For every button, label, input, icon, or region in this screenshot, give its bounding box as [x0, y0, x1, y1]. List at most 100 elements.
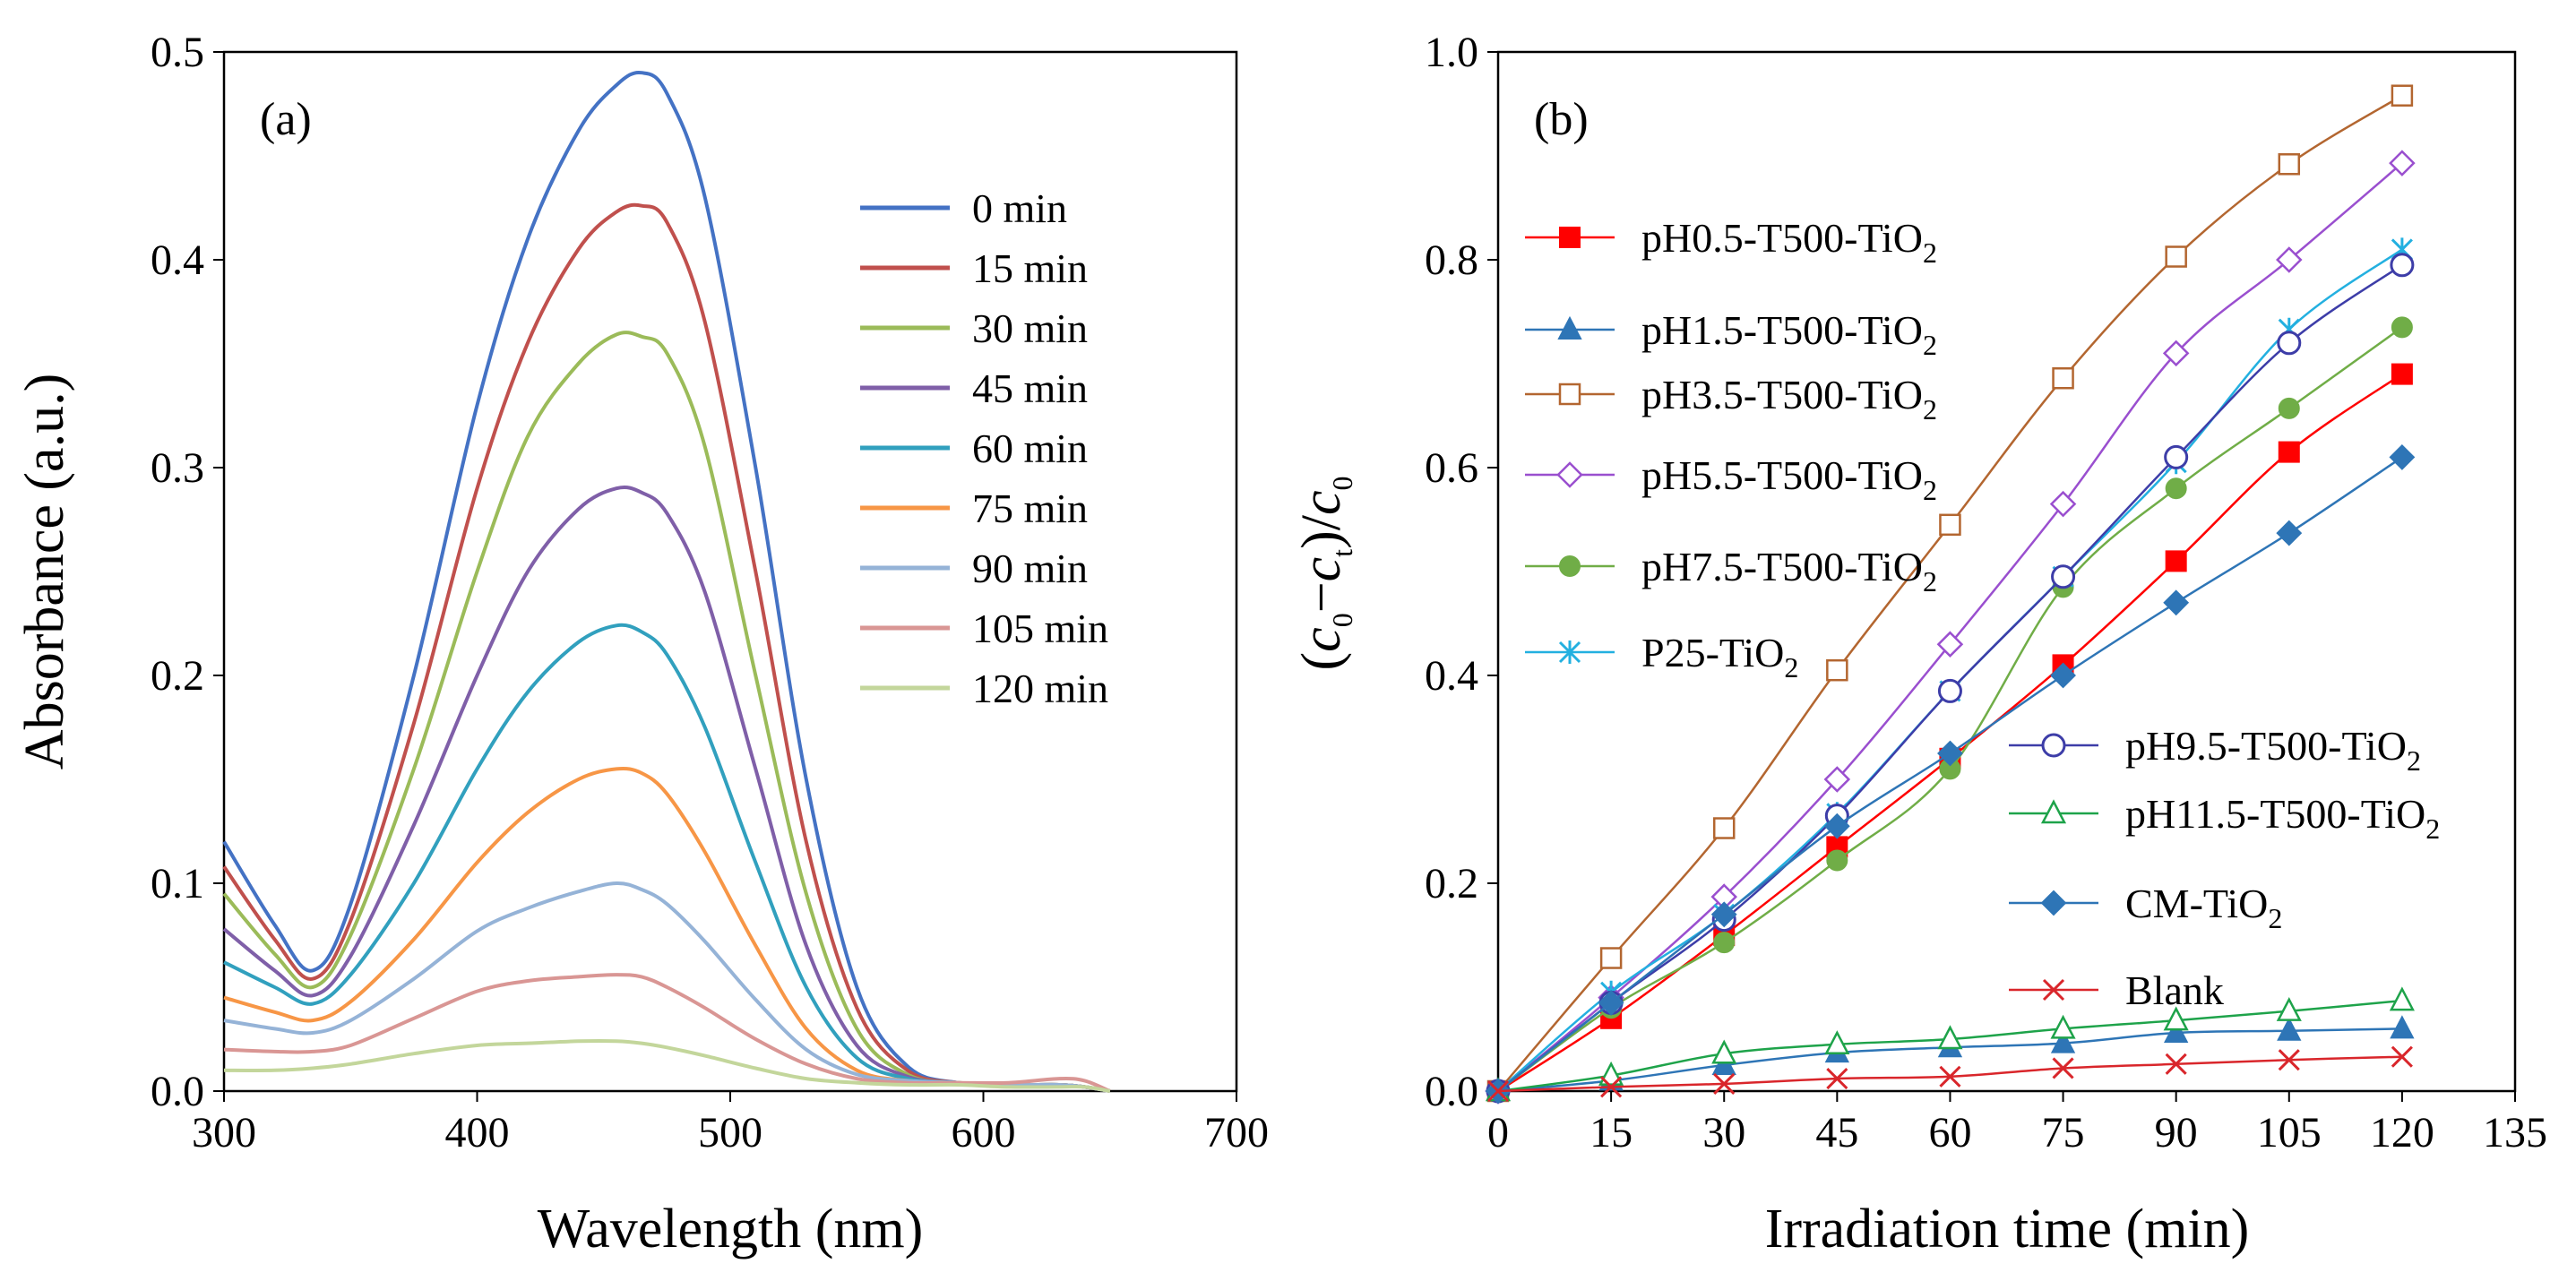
b-x-tick-label: 0 [1487, 1109, 1509, 1156]
series-pH9-5-T500-TiO2-point [2390, 253, 2415, 278]
legend-label: 0 min [972, 185, 1067, 231]
series-pH9-5-T500-TiO2-point [1937, 678, 1962, 703]
series-pH9-5-T500-TiO2-point [2051, 564, 2076, 589]
series-pH11-5-T500-TiO2-point [1711, 1039, 1737, 1064]
legend-label-subscript: 2 [1923, 474, 1937, 506]
panel-b-legend: pH0.5-T500-TiO2pH1.5-T500-TiO2pH3.5-T500… [1525, 215, 2440, 1013]
series-pH0-5-T500-TiO2-point [2391, 363, 2413, 385]
series-pH9-5-T500-TiO2-point [2277, 331, 2302, 356]
series-pH3-5-T500-TiO2-line [1497, 94, 2403, 1092]
series-pH3-5-T500-TiO2-point [2278, 153, 2301, 176]
series-Blank-point [2278, 1049, 2300, 1071]
series-CM-TiO2-point [1710, 901, 1737, 928]
series-pH5-5-T500-TiO2-point [2162, 340, 2190, 367]
panel-b-x-axis-title: Irradiation time (min) [1765, 1199, 2250, 1260]
ylabel-subt: t [1326, 549, 1358, 557]
series-Blank-point [2052, 1057, 2074, 1079]
series-Blank-point [1939, 1065, 1961, 1088]
series-pH5-5-T500-TiO2-point [1823, 766, 1851, 793]
legend-swatch-marker [2040, 890, 2067, 916]
panel-b-y-axis-title: (c0−ct)/c0 [1291, 477, 1358, 671]
legend-label-subscript: 2 [1923, 329, 1937, 361]
legend-label: 105 min [972, 606, 1108, 651]
series-pH11-5-T500-TiO2-point [2389, 986, 2415, 1011]
panel-b-series [1485, 84, 2416, 1105]
series-CM-TiO2-point [2163, 589, 2190, 616]
series-pH7-5-T500-TiO2-line [1497, 326, 2403, 1093]
legend-label-main: pH1.5-T500-TiO [1641, 307, 1923, 353]
legend-label: 90 min [972, 546, 1088, 591]
series-pH3-5-T500-TiO2-point [1599, 947, 1623, 969]
series-pH3-5-T500-TiO2-point [2165, 245, 2187, 268]
panel-a-label: (a) [260, 94, 312, 145]
series-pH5-5-T500-TiO2-line [1497, 162, 2403, 1092]
series-pH5-5-T500-TiO2-point [2276, 246, 2303, 273]
series-Blank-line [1497, 1055, 2402, 1093]
legend-label-subscript: 2 [2268, 902, 2282, 934]
legend-label: 30 min [972, 305, 1088, 351]
legend-label-subscript: 2 [1923, 236, 1937, 269]
a-x-tick-label: 600 [952, 1109, 1016, 1156]
series-pH1-5-T500-TiO2-point [2164, 1019, 2189, 1044]
series-CM-TiO2-point [1937, 740, 1963, 767]
panel-b-ticks: 0 15 30 45 60 75 90 105 120 135 0.0 0.2 0.4 0.6 0.8 1.0 [1425, 29, 2547, 1156]
a-y-tick-label: 0.3 [151, 444, 204, 492]
a-y-tick-label: 0.4 [151, 236, 204, 284]
b-y-tick-label: 0.4 [1425, 652, 1478, 700]
series-P25-TiO2-line [1497, 248, 2403, 1092]
b-x-tick-label: 90 [2155, 1109, 2198, 1156]
panel-a-legend: 0 min 15 min 30 min 45 min 60 min 75 min 90 mi… [860, 185, 1108, 711]
series-120-min-line [223, 1039, 1111, 1093]
series-Blank-point [2391, 1045, 2413, 1068]
legend-swatch-marker [1557, 315, 1582, 340]
b-x-tick-label: 45 [1815, 1109, 1858, 1156]
series-CM-TiO2-point [2050, 662, 2076, 689]
b-x-tick-label: 135 [2483, 1109, 2547, 1156]
ylabel-minus: − [1291, 581, 1352, 613]
legend-label: Blank [2125, 967, 2224, 1013]
legend-label: CM-TiO2 [2125, 881, 2282, 934]
legend-label: pH5.5-T500-TiO2 [1641, 452, 1937, 506]
series-CM-TiO2-point [1598, 989, 1624, 1016]
series-Blank-point [1713, 1072, 1736, 1095]
panel-b: 0 15 30 45 60 75 90 105 120 135 0.0 0.2 0.4 0.6 0.8 1.0… [1291, 29, 2547, 1260]
series-pH7-5-T500-TiO2-point [1713, 932, 1736, 954]
b-y-tick-label: 0.8 [1425, 236, 1478, 284]
legend-swatch-marker [1559, 227, 1581, 248]
legend-label: pH3.5-T500-TiO2 [1641, 372, 1937, 426]
ylabel-c0b: c [1291, 491, 1352, 516]
b-x-tick-label: 120 [2370, 1109, 2434, 1156]
legend-label-main: pH7.5-T500-TiO [1641, 544, 1923, 589]
legend-label: 60 min [972, 426, 1088, 471]
legend-label: 120 min [972, 666, 1108, 711]
legend-label-main: pH5.5-T500-TiO [1641, 452, 1923, 498]
legend-label-main: pH11.5-T500-TiO [2125, 791, 2425, 837]
series-pH7-5-T500-TiO2-point [2165, 477, 2187, 500]
series-Blank-point [2165, 1053, 2187, 1075]
series-pH3-5-T500-TiO2-point [2391, 84, 2414, 107]
a-x-tick-label: 700 [1204, 1109, 1269, 1156]
series-pH11-5-T500-TiO2-point [2276, 996, 2302, 1021]
legend-label: pH1.5-T500-TiO2 [1641, 307, 1937, 361]
panel-b-label: (b) [1534, 94, 1589, 145]
legend-label: pH9.5-T500-TiO2 [2125, 723, 2421, 777]
series-CM-TiO2-point [2389, 443, 2416, 470]
series-Blank-point [1600, 1076, 1623, 1098]
legend-label: 45 min [972, 365, 1088, 411]
b-y-tick-label: 0.6 [1425, 444, 1478, 492]
series-pH0-5-T500-TiO2-point [2278, 441, 2300, 463]
legend-swatch-marker [1556, 461, 1583, 488]
b-y-tick-label: 0.2 [1425, 860, 1478, 907]
a-x-tick-label: 300 [192, 1109, 256, 1156]
a-x-tick-label: 500 [698, 1109, 762, 1156]
panel-a-x-axis-title: Wavelength (nm) [538, 1199, 924, 1260]
series-pH1-5-T500-TiO2-point [1711, 1051, 1736, 1075]
ylabel-ct: c [1291, 557, 1352, 582]
ylabel-sub0: 0 [1326, 613, 1358, 627]
series-pH7-5-T500-TiO2-point [1826, 849, 1848, 872]
b-x-tick-label: 105 [2257, 1109, 2322, 1156]
legend-label-subscript: 2 [2407, 744, 2421, 777]
a-y-tick-label: 0.5 [151, 29, 204, 76]
legend-label: pH7.5-T500-TiO2 [1641, 544, 1937, 598]
legend-label-subscript: 2 [2425, 812, 2440, 845]
